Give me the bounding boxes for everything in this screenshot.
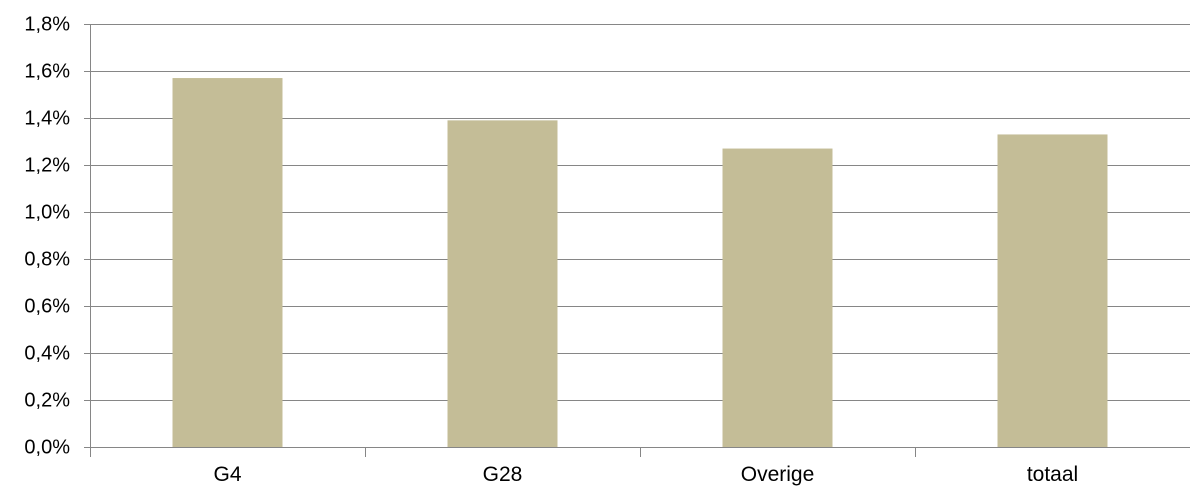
x-tick-label: Overige — [741, 463, 815, 486]
x-tick-label: G4 — [213, 463, 241, 486]
bar-overige — [722, 148, 833, 448]
y-tick-label: 0,8% — [24, 249, 70, 271]
bar-totaal — [997, 134, 1108, 447]
y-tick-label: 1,0% — [24, 202, 70, 224]
y-tick-label: 1,6% — [24, 61, 70, 83]
y-tick-label: 1,2% — [24, 155, 70, 177]
y-tick-label: 1,4% — [24, 108, 70, 130]
bars — [172, 78, 1108, 448]
y-tick-label: 0,4% — [24, 343, 70, 365]
y-axis-tick-labels: 0,0% 0,2% 0,4% 0,6% 0,8% 1,0% 1,2% 1,4% 1,6% 1,8% — [24, 14, 70, 459]
x-axis-tick-labels: G4 G28 Overige totaal — [213, 463, 1078, 486]
axes — [84, 24, 1190, 457]
x-tick-label: G28 — [483, 463, 523, 486]
y-tick-label: 1,8% — [24, 14, 70, 36]
bar-g28 — [447, 120, 558, 447]
bar-g4 — [172, 78, 283, 448]
y-tick-label: 0,6% — [24, 296, 70, 318]
x-tick-label: totaal — [1027, 463, 1078, 486]
y-tick-label: 0,0% — [24, 437, 70, 459]
y-tick-label: 0,2% — [24, 390, 70, 412]
